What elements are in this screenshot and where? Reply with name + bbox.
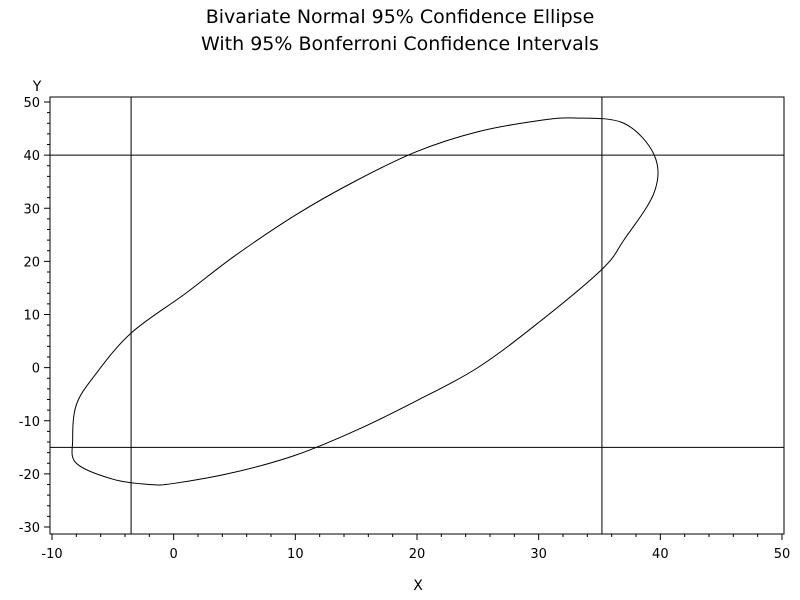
x-tick-labels: -10 0 10 20 30 40 50 [41, 547, 790, 562]
y-tick-label: 20 [23, 255, 40, 270]
y-tick-label: -30 [19, 521, 40, 536]
chart-subtitle: With 95% Bonferroni Confidence Intervals [201, 33, 599, 55]
y-tick-label: 40 [23, 149, 40, 164]
plot-frame [49, 96, 785, 535]
y-tick-labels: -30 -20 -10 0 10 20 30 40 50 [19, 96, 40, 536]
y-axis-label: Y [32, 79, 42, 95]
y-tick-label: -10 [19, 415, 40, 430]
x-tick-label: 0 [170, 547, 178, 562]
x-tick-label: -10 [41, 547, 62, 562]
x-tick-label: 20 [409, 547, 426, 562]
x-tick-label: 50 [774, 547, 791, 562]
confidence-ellipse [71, 117, 659, 486]
chart-title: Bivariate Normal 95% Confidence Ellipse [206, 6, 595, 28]
x-tick-label: 40 [652, 547, 669, 562]
y-tick-label: 10 [23, 309, 40, 324]
bonferroni-interval-lines [50, 97, 784, 534]
y-tick-label: 30 [23, 202, 40, 217]
major-ticks [44, 101, 783, 540]
y-tick-label: 50 [23, 96, 40, 111]
y-tick-label: 0 [32, 362, 40, 377]
y-tick-label: -20 [19, 468, 40, 483]
x-axis-label: X [413, 578, 423, 594]
x-tick-label: 30 [530, 547, 547, 562]
x-tick-label: 10 [287, 547, 304, 562]
minor-ticks [47, 112, 759, 537]
